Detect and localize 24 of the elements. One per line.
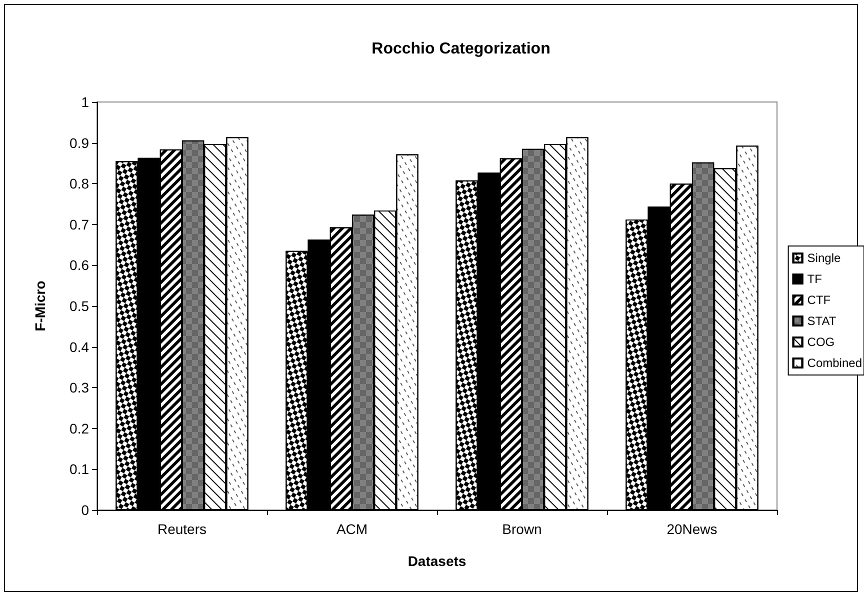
y-tick-label: 0.6 <box>70 257 90 274</box>
legend-label: STAT <box>807 314 837 328</box>
y-axis-title: F-Micro <box>32 280 48 332</box>
y-tick-label: 0.5 <box>70 298 90 314</box>
y-tick-label: 0.8 <box>70 176 90 192</box>
x-tick-label: ACM <box>336 521 368 537</box>
y-tick-label: 0.9 <box>70 134 90 151</box>
y-tick-label: 0.2 <box>70 420 90 436</box>
legend-label: COG <box>807 335 835 349</box>
x-tick-label: 20News <box>666 521 718 537</box>
legend-label: CTF <box>807 293 831 307</box>
legend-label: TF <box>807 272 822 286</box>
legend-label: Combined <box>807 356 862 370</box>
y-tick-label: 0.3 <box>70 380 90 396</box>
x-tick-label: Reuters <box>157 521 207 537</box>
y-tick-label: 0.1 <box>70 461 90 478</box>
chart-title: Rocchio Categorization <box>372 40 550 58</box>
y-tick-label: 0.7 <box>70 216 90 232</box>
x-axis-title: Datasets <box>408 553 466 569</box>
legend-label: Single <box>807 251 841 265</box>
y-tick-label: 0 <box>81 502 90 518</box>
y-tick-label: 0.4 <box>70 338 90 355</box>
y-tick-label: 1 <box>81 94 90 110</box>
x-tick-label: Brown <box>502 521 542 537</box>
